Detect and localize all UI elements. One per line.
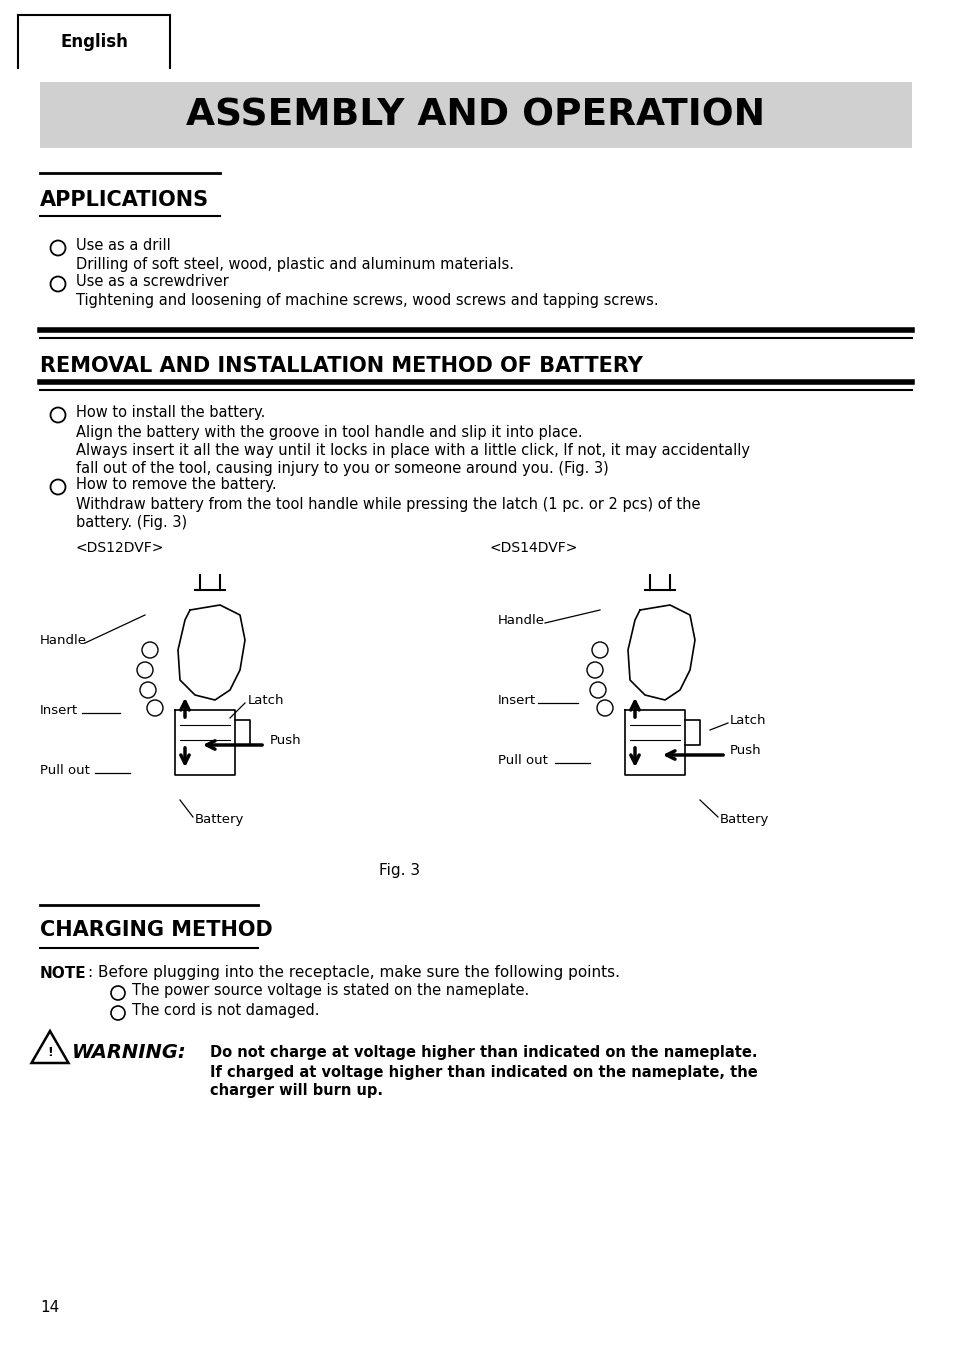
Text: : Before plugging into the receptacle, make sure the following points.: : Before plugging into the receptacle, m… xyxy=(88,965,619,980)
Text: Align the battery with the groove in tool handle and slip it into place.: Align the battery with the groove in too… xyxy=(76,425,582,439)
Text: The cord is not damaged.: The cord is not damaged. xyxy=(132,1003,319,1018)
Text: Insert: Insert xyxy=(497,694,536,707)
Polygon shape xyxy=(31,1032,69,1063)
Text: The power source voltage is stated on the nameplate.: The power source voltage is stated on th… xyxy=(132,983,529,999)
Text: Use as a drill: Use as a drill xyxy=(76,238,171,254)
Text: !: ! xyxy=(47,1046,52,1060)
Text: Tightening and loosening of machine screws, wood screws and tapping screws.: Tightening and loosening of machine scre… xyxy=(76,293,658,308)
Text: Pull out: Pull out xyxy=(497,753,547,767)
Text: NOTE: NOTE xyxy=(40,965,87,980)
Text: <DS14DVF>: <DS14DVF> xyxy=(490,541,578,556)
Text: APPLICATIONS: APPLICATIONS xyxy=(40,191,209,210)
Text: How to install the battery.: How to install the battery. xyxy=(76,406,265,420)
Text: Do not charge at voltage higher than indicated on the nameplate.: Do not charge at voltage higher than ind… xyxy=(210,1045,757,1060)
Text: Latch: Latch xyxy=(248,694,284,707)
Text: REMOVAL AND INSTALLATION METHOD OF BATTERY: REMOVAL AND INSTALLATION METHOD OF BATTE… xyxy=(40,356,642,376)
Text: charger will burn up.: charger will burn up. xyxy=(210,1083,382,1098)
Text: Use as a screwdriver: Use as a screwdriver xyxy=(76,274,229,289)
Text: Fig. 3: Fig. 3 xyxy=(379,863,420,877)
Text: Push: Push xyxy=(729,744,760,757)
Text: battery. (Fig. 3): battery. (Fig. 3) xyxy=(76,515,187,530)
Text: How to remove the battery.: How to remove the battery. xyxy=(76,477,276,492)
Text: WARNING:: WARNING: xyxy=(71,1042,187,1061)
Text: fall out of the tool, causing injury to you or someone around you. (Fig. 3): fall out of the tool, causing injury to … xyxy=(76,461,608,476)
Text: Push: Push xyxy=(270,734,301,746)
Text: CHARGING METHOD: CHARGING METHOD xyxy=(40,919,273,940)
Text: Pull out: Pull out xyxy=(40,764,90,776)
Text: Handle: Handle xyxy=(40,634,87,646)
Text: 14: 14 xyxy=(40,1301,59,1315)
Text: Handle: Handle xyxy=(497,614,544,626)
Text: Battery: Battery xyxy=(720,814,768,826)
Text: Insert: Insert xyxy=(40,703,78,717)
Text: English: English xyxy=(60,32,128,51)
Text: Latch: Latch xyxy=(729,714,765,726)
Text: If charged at voltage higher than indicated on the nameplate, the: If charged at voltage higher than indica… xyxy=(210,1064,757,1079)
Text: Withdraw battery from the tool handle while pressing the latch (1 pc. or 2 pcs) : Withdraw battery from the tool handle wh… xyxy=(76,496,700,511)
Text: <DS12DVF>: <DS12DVF> xyxy=(76,541,164,556)
Text: Drilling of soft steel, wood, plastic and aluminum materials.: Drilling of soft steel, wood, plastic an… xyxy=(76,257,514,273)
Text: ASSEMBLY AND OPERATION: ASSEMBLY AND OPERATION xyxy=(186,97,764,132)
Text: Always insert it all the way until it locks in place with a little click, If not: Always insert it all the way until it lo… xyxy=(76,442,749,457)
Text: Battery: Battery xyxy=(194,814,244,826)
Bar xyxy=(40,82,911,147)
